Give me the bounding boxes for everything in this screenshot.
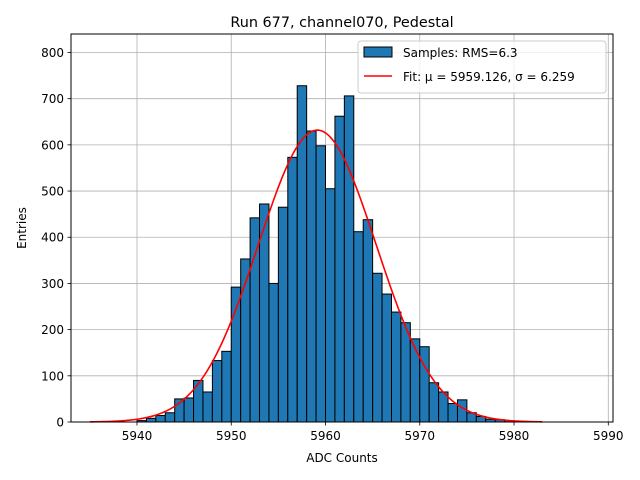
legend-label-histogram: Samples: RMS=6.3 xyxy=(403,46,518,60)
legend-swatch-histogram xyxy=(363,46,393,58)
histogram-bar xyxy=(325,188,336,423)
histogram-bar xyxy=(362,219,374,423)
fit-curve xyxy=(89,129,543,423)
x-tick-label: 5990 xyxy=(593,429,624,443)
chart-title: Run 677, channel070, Pedestal xyxy=(230,15,453,31)
y-axis-label: Entries xyxy=(15,207,29,249)
x-tick-label: 5950 xyxy=(216,429,247,443)
x-tick-label: 5970 xyxy=(404,429,435,443)
y-tick-label: 0 xyxy=(56,416,64,430)
x-tick-label: 5940 xyxy=(122,429,153,443)
y-tick-label: 100 xyxy=(41,369,64,383)
x-axis-label: ADC Counts xyxy=(306,451,378,465)
histogram-bar xyxy=(409,338,421,423)
x-tick-label: 5960 xyxy=(310,429,341,443)
histogram-bar xyxy=(277,206,289,423)
y-tick-label: 600 xyxy=(41,138,64,152)
histogram-bar xyxy=(145,417,157,423)
histogram-bar xyxy=(193,379,204,423)
y-tick-label: 400 xyxy=(41,231,64,245)
histogram-bar xyxy=(287,156,298,423)
legend: Samples: RMS=6.3 Fit: μ = 5959.126, σ = … xyxy=(357,40,607,94)
histogram-bar xyxy=(202,391,213,423)
legend-label-fit: Fit: μ = 5959.126, σ = 6.259 xyxy=(403,70,575,84)
histogram-bar xyxy=(390,311,402,423)
histogram-bar xyxy=(334,115,345,423)
histogram-bar xyxy=(381,293,392,423)
histogram-bar xyxy=(221,350,232,423)
histogram-bar xyxy=(372,272,383,423)
y-tick-label: 300 xyxy=(41,277,64,291)
histogram-bar xyxy=(400,322,411,423)
histogram-bar xyxy=(249,217,261,423)
histogram-bar xyxy=(419,346,430,423)
histogram-bar xyxy=(428,382,440,423)
y-tick-label: 800 xyxy=(41,46,64,60)
histogram-bar xyxy=(343,95,355,423)
histogram-bar xyxy=(183,397,195,423)
histogram-bars xyxy=(136,85,515,423)
y-tick-label: 500 xyxy=(41,185,64,199)
histogram-bar xyxy=(447,403,458,423)
y-tick-label: 200 xyxy=(41,323,64,337)
histogram-bar xyxy=(211,360,223,423)
histogram-bar xyxy=(315,145,327,423)
histogram-bar xyxy=(155,415,166,423)
y-tick-label: 700 xyxy=(41,92,64,106)
histogram-bar xyxy=(164,412,176,423)
histogram-bar xyxy=(456,399,468,423)
legend-box xyxy=(357,40,607,94)
axis-ticks: 5940 5950 5960 5970 5980 5990 0 100 200 300 400 500… xyxy=(41,46,623,443)
plot-frame xyxy=(70,33,614,423)
histogram-bar xyxy=(353,231,364,423)
histogram-bar xyxy=(268,282,279,423)
fit-curve-line xyxy=(89,129,543,423)
x-tick-label: 5980 xyxy=(499,429,530,443)
histogram-bar xyxy=(306,130,317,423)
